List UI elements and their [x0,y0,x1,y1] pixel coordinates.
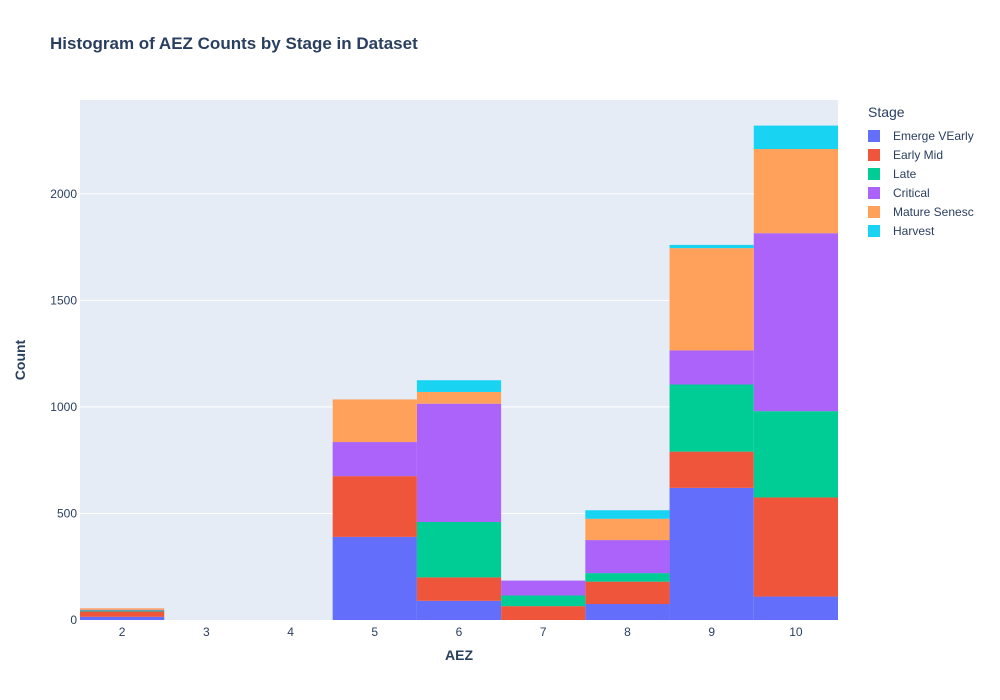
bar-mature-senesc-aez-9 [669,248,754,351]
legend: Stage Emerge VEarly Early Mid Late Critical… [868,104,974,240]
legend-label: Mature Senesc [893,204,974,219]
bar-critical-aez-2 [80,609,165,611]
y-tick-label: 1500 [50,293,77,307]
bar-mature-senesc-aez-6 [416,391,502,404]
bar-early-mid-aez-5 [332,476,417,537]
x-axis-title: AEZ [445,647,473,663]
x-tick-label: 4 [287,625,294,639]
bar-early-mid-aez-10 [753,497,838,597]
legend-swatch [868,167,880,180]
y-tick-labels: 0 500 1000 1500 2000 [50,187,77,627]
bar-critical-aez-10 [753,233,838,412]
bar-critical-aez-9 [669,350,754,385]
bars [80,125,838,620]
x-tick-label: 8 [624,625,631,639]
bar-critical-aez-7 [501,580,586,596]
legend-title: Stage [868,104,905,120]
legend-swatch [868,224,880,237]
bar-emerge-vearly-aez-8 [585,604,670,620]
legend-label: Harvest [893,223,935,238]
bar-emerge-vearly-aez-6 [416,600,502,620]
legend-item[interactable]: Harvest [868,221,974,240]
legend-label: Emerge VEarly [893,128,974,143]
bar-emerge-vearly-aez-9 [669,487,754,620]
legend-item[interactable]: Emerge VEarly [868,126,974,145]
legend-item[interactable]: Early Mid [868,145,974,164]
legend-item[interactable]: Critical [868,183,974,202]
bar-critical-aez-8 [585,540,670,574]
legend-label: Late [893,166,917,181]
bar-late-aez-10 [753,411,838,498]
legend-item[interactable]: Mature Senesc [868,202,974,221]
y-tick-label: 500 [57,506,77,520]
bar-mature-senesc-aez-2 [80,608,165,610]
bar-early-mid-aez-9 [669,451,754,488]
bar-critical-aez-5 [332,442,417,477]
bar-harvest-aez-6 [416,380,502,392]
bar-critical-aez-6 [416,403,502,522]
bar-late-aez-8 [585,573,670,582]
y-tick-label: 2000 [50,187,77,201]
bar-late-aez-9 [669,384,754,452]
y-tick-label: 1000 [50,400,77,414]
legend-item[interactable]: Late [868,164,974,183]
bar-early-mid-aez-8 [585,581,670,605]
x-tick-label: 9 [708,625,715,639]
bar-harvest-aez-9 [669,244,754,249]
bar-mature-senesc-aez-10 [753,149,838,234]
bar-emerge-vearly-aez-5 [332,536,417,620]
bar-early-mid-aez-6 [416,577,502,601]
x-tick-label: 7 [540,625,547,639]
bar-harvest-aez-8 [585,510,670,519]
y-tick-label: 0 [70,613,77,627]
legend-items: Emerge VEarly Early Mid Late Critical Mature… [868,126,974,240]
chart-title: Histogram of AEZ Counts by Stage in Data… [50,34,418,53]
bar-harvest-aez-10 [753,125,838,150]
legend-swatch [868,148,880,161]
bar-emerge-vearly-aez-10 [753,596,838,620]
bar-mature-senesc-aez-8 [585,518,670,541]
bar-emerge-vearly-aez-2 [80,616,165,620]
legend-label: Critical [893,185,930,200]
bar-early-mid-aez-2 [80,611,165,617]
x-tick-labels: 2 3 4 5 6 7 8 9 10 [119,625,803,639]
legend-swatch [868,205,880,218]
bar-late-aez-6 [416,521,502,578]
legend-swatch [868,186,880,199]
bar-mature-senesc-aez-5 [332,399,417,443]
legend-swatch [868,129,880,142]
x-tick-label: 6 [456,625,463,639]
x-tick-label: 10 [789,625,803,639]
y-axis-title: Count [12,339,28,380]
x-tick-label: 3 [203,625,210,639]
x-tick-label: 5 [371,625,378,639]
x-tick-label: 2 [119,625,126,639]
bar-early-mid-aez-7 [501,606,586,620]
bar-late-aez-2 [80,610,165,612]
legend-label: Early Mid [893,147,944,162]
bar-late-aez-7 [501,595,586,607]
